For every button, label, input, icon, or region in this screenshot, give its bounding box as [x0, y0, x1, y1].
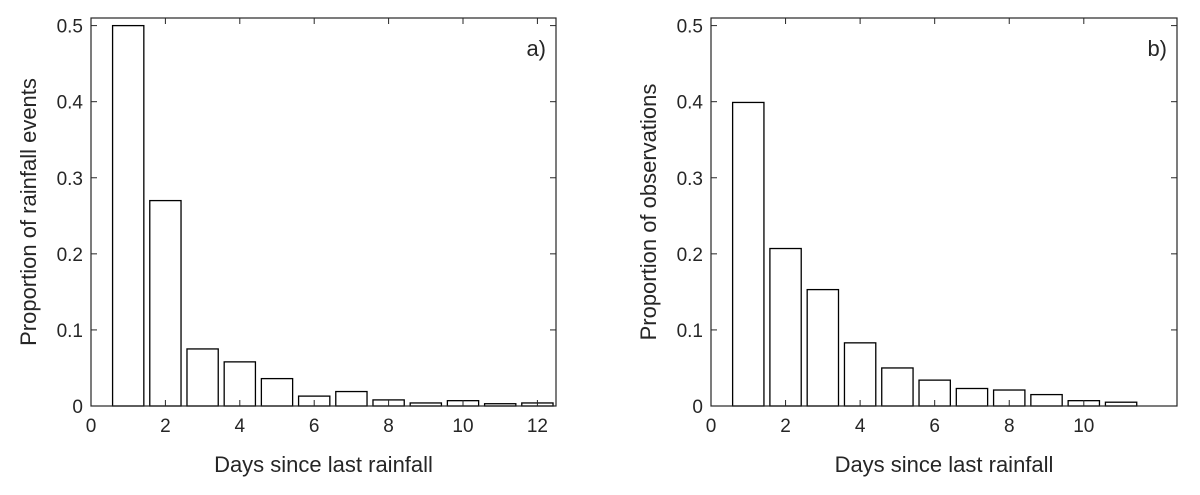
x-tick-label-a-0: 0	[86, 416, 97, 437]
y-axis-label-b: Proportion of observations	[636, 84, 661, 341]
x-tick-label-a-2: 2	[160, 416, 171, 437]
x-tick-label-b-0: 0	[706, 416, 717, 437]
x-axis-label-b: Days since last rainfall	[835, 452, 1054, 477]
y-tick-label-b-0.4: 0.4	[677, 93, 704, 114]
bar-b-7	[955, 387, 989, 407]
x-tick-label-a-8: 8	[383, 416, 394, 437]
y-axis-label-a: Proportion of rainfall events	[16, 78, 41, 346]
bar-a-3	[186, 348, 219, 407]
x-tick-label-a-6: 6	[309, 416, 320, 437]
bar-a-2	[149, 199, 182, 407]
bar-a-1	[111, 24, 145, 407]
y-tick-label-a-0.4: 0.4	[57, 93, 84, 114]
bar-b-3	[806, 288, 840, 407]
y-tick-label-a-0.3: 0.3	[57, 169, 83, 190]
y-tick-label-b-0.5: 0.5	[677, 17, 703, 38]
y-tick-label-a-0.2: 0.2	[57, 245, 83, 266]
chart-panel-a: 0 2 4 6 8 10 12 0 0.1 0.2 0.3 0.4 0.5 Days since last…	[16, 17, 557, 477]
bar-b-2	[769, 247, 802, 407]
x-tick-label-a-10: 10	[452, 416, 473, 437]
bar-a-4	[223, 361, 257, 407]
x-tick-label-a-12: 12	[527, 416, 548, 437]
bar-a-7	[335, 390, 368, 407]
y-tick-label-a-0.5: 0.5	[57, 17, 83, 38]
y-tick-label-b-0: 0	[692, 397, 703, 418]
bar-b-4	[843, 342, 877, 407]
plot-area-a	[90, 17, 557, 407]
x-tick-label-b-2: 2	[780, 416, 791, 437]
x-tick-label-b-4: 4	[855, 416, 866, 437]
plot-area-b	[710, 17, 1178, 407]
y-tick-label-b-0.2: 0.2	[677, 245, 703, 266]
y-tick-label-a-0: 0	[72, 397, 83, 418]
y-tick-label-b-0.1: 0.1	[677, 321, 703, 342]
bar-b-1	[731, 101, 765, 407]
panel-label-a: a)	[526, 36, 546, 61]
bar-a-5	[260, 377, 294, 407]
y-tick-label-a-0.1: 0.1	[57, 321, 83, 342]
y-tick-label-b-0.3: 0.3	[677, 169, 703, 190]
panel-label-b: b)	[1147, 36, 1167, 61]
x-axis-label-a: Days since last rainfall	[214, 452, 433, 477]
x-tick-label-a-4: 4	[235, 416, 246, 437]
chart-panel-b: 0 2 4 6 8 10 0 0.1 0.2 0.3 0.4 0.5 Days since last r…	[636, 17, 1178, 477]
bar-b-5	[881, 367, 914, 407]
x-tick-label-b-6: 6	[929, 416, 940, 437]
x-tick-label-b-10: 10	[1073, 416, 1094, 437]
bar-b-9	[1030, 393, 1063, 407]
x-tick-label-b-8: 8	[1004, 416, 1015, 437]
